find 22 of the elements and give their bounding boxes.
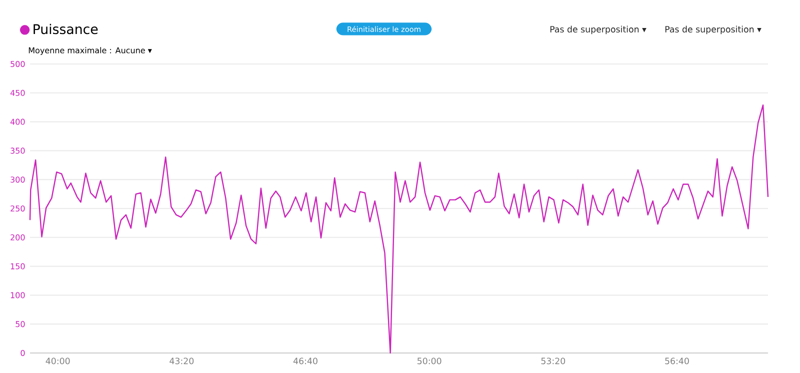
y-tick-label: 450 (10, 90, 25, 96)
y-tick-label: 250 (10, 205, 25, 212)
text: Pas de superposition ▾ (550, 26, 646, 34)
y-tick-label: 50 (16, 321, 25, 328)
x-tick-label: 46:40 (293, 358, 318, 364)
text: Pas de superposition ▾ (665, 26, 762, 34)
x-tick-label: 43:20 (170, 358, 194, 364)
y-tick-label: 100 (10, 292, 25, 298)
text: Moyenne maximale : Aucune ▾ (28, 47, 152, 55)
x-tick-label: 40:00 (46, 358, 70, 364)
y-tick-label: 150 (10, 263, 25, 270)
x-tick-label: 56:40 (665, 358, 689, 364)
x-tick-label: 53:20 (541, 358, 566, 364)
legend-label: Puissance (34, 24, 98, 34)
y-tick-label: 200 (10, 234, 25, 240)
y-tick-label: 400 (10, 118, 25, 125)
y-tick-label: 300 (10, 176, 25, 183)
y-tick-label: 0 (20, 350, 25, 356)
y-tick-label: 350 (10, 148, 25, 154)
x-tick-label: 50:00 (418, 358, 442, 364)
y-tick-label: 500 (10, 60, 25, 68)
line-series (29, 104, 769, 354)
